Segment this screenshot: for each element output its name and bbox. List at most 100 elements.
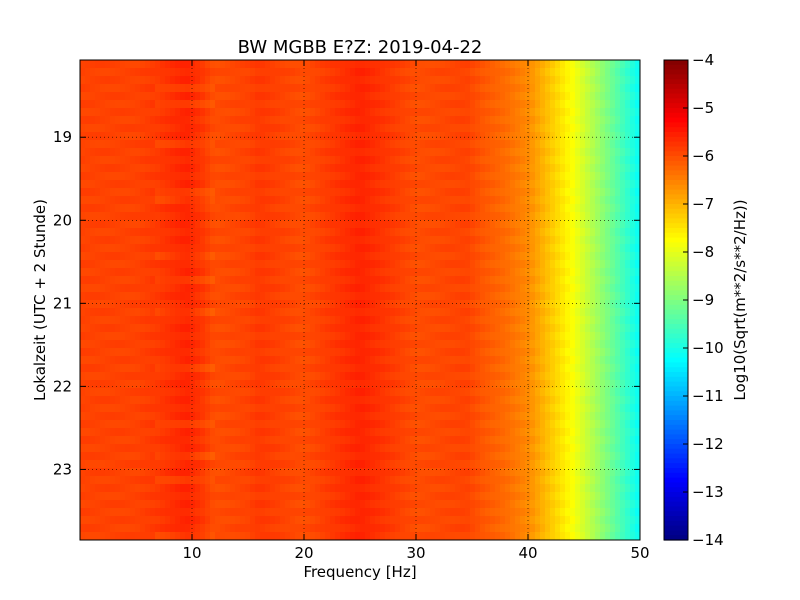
heatmap-cell [470, 212, 476, 221]
heatmap-cell [540, 84, 546, 93]
heatmap-cell [405, 292, 411, 301]
heatmap-cell [535, 252, 541, 261]
heatmap-cell [465, 308, 471, 317]
heatmap-cell [130, 188, 136, 197]
heatmap-cell [500, 180, 506, 189]
heatmap-cell [565, 196, 571, 205]
heatmap-cell [135, 60, 141, 69]
heatmap-cell [330, 404, 336, 413]
heatmap-cell [325, 156, 331, 165]
heatmap-cell [205, 404, 211, 413]
heatmap-cell [230, 140, 236, 149]
heatmap-cell [560, 156, 566, 165]
heatmap-cell [620, 308, 626, 317]
heatmap-cell [435, 148, 441, 157]
heatmap-cell [250, 180, 256, 189]
heatmap-cell [315, 228, 321, 237]
heatmap-cell [600, 348, 606, 357]
heatmap-cell [200, 356, 206, 365]
heatmap-cell [530, 164, 536, 173]
heatmap-cell [440, 140, 446, 149]
heatmap-cell [385, 340, 391, 349]
heatmap-cell [265, 164, 271, 173]
heatmap-cell [565, 372, 571, 381]
heatmap-cell [380, 276, 386, 285]
heatmap-cell [545, 356, 551, 365]
heatmap-cell [150, 348, 156, 357]
heatmap-cell [600, 204, 606, 213]
heatmap-cell [385, 348, 391, 357]
heatmap-cell [225, 68, 231, 77]
heatmap-cell [540, 356, 546, 365]
heatmap-cell [185, 140, 191, 149]
heatmap-cell [155, 84, 161, 93]
heatmap-cell [230, 396, 236, 405]
heatmap-cell [135, 340, 141, 349]
heatmap-cell [445, 180, 451, 189]
heatmap-cell [130, 268, 136, 277]
heatmap-cell [595, 396, 601, 405]
heatmap-cell [545, 228, 551, 237]
heatmap-cell [265, 404, 271, 413]
heatmap-cell [580, 220, 586, 229]
heatmap-cell [615, 68, 621, 77]
heatmap-cell [505, 396, 511, 405]
heatmap-cell [580, 212, 586, 221]
heatmap-cell [510, 228, 516, 237]
heatmap-cell [615, 388, 621, 397]
heatmap-cell [410, 324, 416, 333]
heatmap-cell [335, 324, 341, 333]
heatmap-cell [485, 260, 491, 269]
heatmap-cell [605, 100, 611, 109]
heatmap-cell [580, 292, 586, 301]
heatmap-cell [190, 140, 196, 149]
heatmap-cell [465, 364, 471, 373]
heatmap-cell [320, 196, 326, 205]
heatmap-cell [230, 348, 236, 357]
heatmap-cell [540, 276, 546, 285]
heatmap-cell [585, 148, 591, 157]
heatmap-cell [595, 284, 601, 293]
heatmap-cell [590, 204, 596, 213]
heatmap-cell [215, 316, 221, 325]
heatmap-cell [375, 156, 381, 165]
heatmap-cell [330, 76, 336, 85]
heatmap-cell [205, 212, 211, 221]
heatmap-cell [335, 252, 341, 261]
heatmap-cell [275, 340, 281, 349]
heatmap-cell [635, 292, 640, 301]
heatmap-cell [195, 108, 201, 117]
heatmap-cell [110, 212, 116, 221]
heatmap-cell [505, 212, 511, 221]
heatmap-cell [290, 172, 296, 181]
heatmap-cell [310, 220, 316, 229]
heatmap-cell [490, 108, 496, 117]
heatmap-cell [495, 156, 501, 165]
heatmap-cell [295, 236, 301, 245]
heatmap-cell [275, 244, 281, 253]
heatmap-cell [270, 284, 276, 293]
heatmap-cell [535, 284, 541, 293]
heatmap-cell [150, 220, 156, 229]
heatmap-cell [320, 396, 326, 405]
heatmap-cell [560, 372, 566, 381]
heatmap-cell [120, 396, 126, 405]
heatmap-cell [125, 100, 131, 109]
heatmap-cell [435, 340, 441, 349]
heatmap-cell [400, 372, 406, 381]
heatmap-cell [615, 212, 621, 221]
heatmap-cell [625, 196, 631, 205]
heatmap-cell [500, 60, 506, 69]
heatmap-cell [455, 108, 461, 117]
heatmap-cell [475, 404, 481, 413]
heatmap-cell [200, 132, 206, 141]
heatmap-cell [140, 268, 146, 277]
heatmap-cell [550, 172, 556, 181]
heatmap-cell [450, 356, 456, 365]
heatmap-cell [335, 148, 341, 157]
heatmap-cell [435, 140, 441, 149]
heatmap-cell [560, 188, 566, 197]
heatmap-cell [165, 412, 171, 421]
heatmap-cell [360, 92, 366, 101]
heatmap-cell [140, 308, 146, 317]
